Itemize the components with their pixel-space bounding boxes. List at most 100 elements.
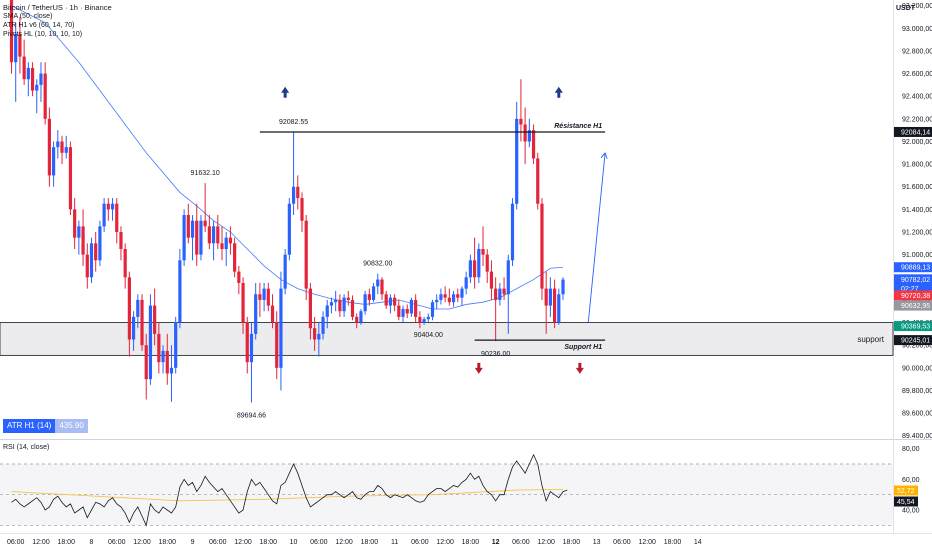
time-tick-label: 06:00	[310, 539, 328, 546]
price-tick-label: 90.000,00	[902, 365, 932, 372]
candle-body	[211, 226, 216, 244]
price-tick-label: 89.800,00	[902, 388, 932, 395]
candle-body	[355, 316, 359, 323]
candle-body	[481, 248, 485, 255]
price-badge	[894, 300, 932, 311]
pivot-price-label: 89694.66	[237, 412, 266, 419]
support-label: Support H1	[564, 344, 602, 351]
candle-body	[317, 333, 321, 340]
price-badge	[894, 283, 932, 294]
candle-body	[241, 282, 245, 323]
currency-label[interactable]: USDT	[896, 5, 916, 12]
candle-body	[460, 288, 464, 298]
time-tick-label: 12:00	[335, 539, 353, 546]
candle-body	[186, 215, 190, 238]
candle-body	[123, 248, 127, 278]
time-tick-label: 06:00	[411, 539, 429, 546]
time-tick-label: 10	[290, 539, 298, 546]
candle-body	[494, 288, 498, 300]
candle-body	[220, 243, 224, 249]
pivot-price-label: 91632.10	[191, 170, 220, 177]
candle-body	[405, 308, 409, 314]
symbol-title[interactable]: Bitcoin / TetherUS · 1h · Binance	[3, 3, 112, 12]
candle-body	[81, 226, 85, 255]
candle-body	[144, 345, 148, 380]
candle-body	[106, 203, 110, 210]
price-tick-label: 92.400,00	[902, 94, 932, 101]
candle-body	[148, 305, 153, 380]
time-tick-label: 18:00	[57, 539, 75, 546]
price-badge-label: 90782,02	[901, 277, 930, 284]
rsi-legend[interactable]: RSI (14, close)	[3, 444, 50, 451]
candle-body	[397, 305, 401, 317]
candle-body	[56, 141, 60, 148]
candle-body	[519, 118, 523, 125]
pivot-price-label: 90404.00	[414, 332, 443, 339]
candle-body	[249, 333, 254, 363]
candle-body	[477, 248, 481, 278]
candle-body	[203, 220, 207, 227]
candle-body	[338, 299, 342, 312]
price-badge-label: 90632,95	[901, 303, 930, 310]
time-tick-label: 18:00	[664, 539, 682, 546]
time-tick-label: 9	[191, 539, 195, 546]
price-tick-label: 89.600,00	[902, 411, 932, 418]
rsi-tick-label: 80,00	[902, 446, 920, 453]
arrow-down-icon	[575, 362, 584, 374]
candle-body	[523, 124, 527, 142]
candle-body	[334, 299, 338, 303]
candle-body	[237, 271, 241, 283]
candle-body	[161, 350, 165, 363]
pivot-price-label: 92082.55	[279, 119, 308, 126]
price-tick-label: 92.000,00	[902, 139, 932, 146]
candle-body	[439, 294, 443, 300]
candle-body	[342, 297, 346, 312]
candle-body	[275, 322, 279, 368]
candle-body	[207, 226, 211, 244]
candle-body	[68, 147, 73, 210]
candle-body	[136, 299, 140, 317]
price-badge-label: 92084,14	[901, 129, 930, 136]
candle-body	[435, 299, 439, 303]
candle-body	[270, 305, 275, 323]
candle-body	[266, 288, 270, 306]
atr-badge[interactable]: ATR H1 (14) 435.90	[3, 419, 88, 433]
indicator-sma[interactable]: SMA (50, close)	[3, 13, 53, 20]
indicator-pivots[interactable]: Pivots HL (10, 10, 10, 10)	[3, 31, 83, 38]
candle-body	[552, 288, 557, 323]
candle-body	[536, 158, 540, 204]
candle-body	[153, 305, 157, 334]
rsi-badge	[894, 485, 918, 496]
candle-body	[18, 33, 22, 57]
pivot-price-label: 90832.00	[363, 261, 392, 268]
candle-body	[279, 288, 283, 368]
candle-body	[393, 297, 397, 306]
price-tick-label: 92.200,00	[902, 116, 932, 123]
candle-body	[506, 260, 510, 295]
projection-arrow	[587, 152, 606, 323]
candle-body	[350, 299, 355, 317]
candle-body	[283, 254, 287, 289]
candle-body	[110, 203, 115, 210]
candle-body	[119, 232, 123, 249]
time-tick-label: 13	[593, 539, 601, 546]
candle-body	[502, 288, 506, 295]
candle-body	[287, 203, 291, 255]
price-tick-label: 91.800,00	[902, 162, 932, 169]
candle-body	[165, 350, 169, 374]
candle-body	[510, 203, 515, 261]
candle-body	[26, 67, 30, 80]
candle-body	[47, 118, 51, 176]
price-tick-label: 93.000,00	[902, 26, 932, 33]
candle-body	[64, 147, 68, 153]
projection-arrowhead	[600, 152, 608, 159]
candle-body	[321, 316, 325, 334]
price-badge	[894, 290, 932, 301]
candle-body	[35, 84, 39, 91]
atr-badge-label: ATR H1 (14)	[3, 419, 56, 433]
candle-body	[401, 308, 405, 317]
indicator-atr[interactable]: ATR H1 v6 (60, 14, 70)	[3, 22, 75, 29]
candle-body	[418, 316, 422, 323]
candle-body	[515, 118, 519, 204]
price-tick-label: 91.600,00	[902, 184, 932, 191]
